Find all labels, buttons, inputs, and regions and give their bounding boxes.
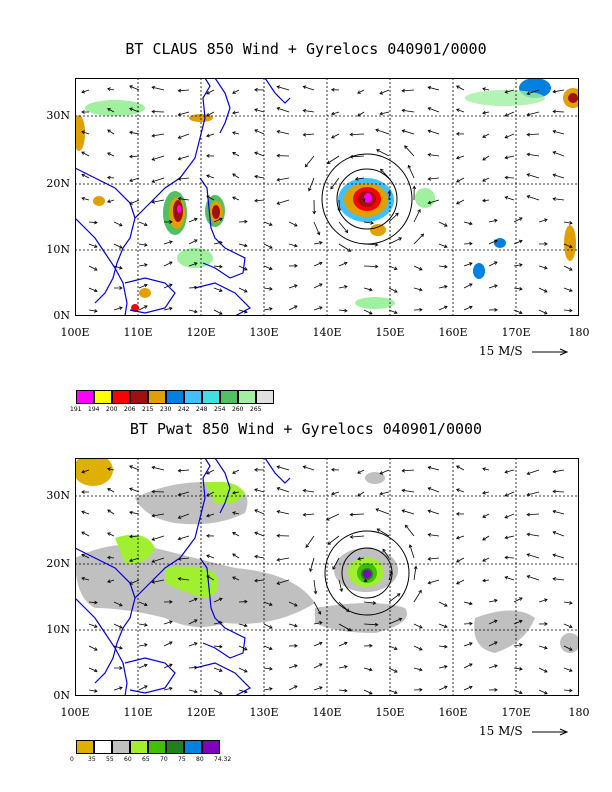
lon-label: 120E — [186, 326, 216, 339]
colorbar-label: 248 — [196, 406, 208, 413]
colorbar-label: 215 — [142, 406, 154, 413]
lon-label: 140E — [312, 706, 342, 719]
colorbar-swatch — [256, 390, 274, 404]
reference-arrow-icon — [532, 728, 569, 736]
lon-label: 170E — [501, 706, 531, 719]
lat-label: 20N — [46, 177, 70, 190]
colorbar-label: 191 — [70, 406, 82, 413]
lat-label: 10N — [46, 243, 70, 256]
colorbar-swatch — [202, 390, 220, 404]
lon-label: 150E — [375, 326, 405, 339]
lat-label: 0N — [53, 309, 70, 322]
colorbar-label: 260 — [232, 406, 244, 413]
colorbar-label: 265 — [250, 406, 262, 413]
colorbar-label: 74.32 — [214, 756, 232, 763]
colorbar-swatch — [112, 740, 130, 754]
colorbar-label: 35 — [88, 756, 96, 763]
colorbar-swatch — [148, 740, 166, 754]
lon-label: 160E — [438, 326, 468, 339]
colorbar-swatch — [166, 390, 184, 404]
colorbar-swatch — [148, 390, 166, 404]
map-frame — [75, 78, 579, 316]
colorbar-swatch — [166, 740, 184, 754]
colorbar-swatch — [94, 390, 112, 404]
colorbar-label: 60 — [124, 756, 132, 763]
pwat-shading — [75, 458, 579, 653]
lat-label: 20N — [46, 557, 70, 570]
panel2-title: BT Pwat 850 Wind + Gyrelocs 040901/0000 — [129, 420, 483, 438]
colorbar-swatch — [202, 740, 220, 754]
wind-vectors — [81, 85, 573, 315]
reference-vector-label: 15 M/S — [479, 344, 523, 358]
colorbar-label: 80 — [196, 756, 204, 763]
lon-label: 120E — [186, 706, 216, 719]
lat-label: 30N — [46, 489, 70, 502]
lon-label: 180 — [568, 706, 590, 719]
claus-colorbar — [76, 390, 274, 404]
lon-label: 150E — [375, 706, 405, 719]
grid-lines — [75, 78, 579, 316]
colorbar-label: 75 — [178, 756, 186, 763]
map-frame — [75, 458, 579, 696]
lon-label: 130E — [249, 326, 279, 339]
lon-label: 180 — [568, 326, 590, 339]
lon-label: 110E — [123, 706, 153, 719]
colorbar-swatch — [112, 390, 130, 404]
pwat-colorbar — [76, 740, 220, 754]
colorbar-label: 65 — [142, 756, 150, 763]
colorbar-label: 55 — [106, 756, 114, 763]
colorbar-label: 206 — [124, 406, 136, 413]
colorbar-swatch — [94, 740, 112, 754]
grid-lines — [75, 458, 579, 696]
lat-label: 10N — [46, 623, 70, 636]
panel1-title: BT CLAUS 850 Wind + Gyrelocs 040901/0000 — [125, 40, 487, 58]
wind-vectors — [81, 465, 573, 695]
colorbar-swatch — [184, 740, 202, 754]
lon-label: 170E — [501, 326, 531, 339]
lat-label: 0N — [53, 689, 70, 702]
colorbar-swatch — [220, 390, 238, 404]
colorbar-label: 194 — [88, 406, 100, 413]
colorbar-label: 230 — [160, 406, 172, 413]
claus-map — [75, 78, 579, 316]
colorbar-label: 0 — [70, 756, 74, 763]
coastline — [75, 458, 291, 696]
colorbar-swatch — [238, 390, 256, 404]
colorbar-swatch — [76, 740, 94, 754]
lon-label: 130E — [249, 706, 279, 719]
colorbar-swatch — [130, 740, 148, 754]
lon-label: 110E — [123, 326, 153, 339]
colorbar-label: 200 — [106, 406, 118, 413]
colorbar-label: 254 — [214, 406, 226, 413]
pwat-map — [75, 458, 579, 696]
lat-label: 30N — [46, 109, 70, 122]
colorbar-swatch — [130, 390, 148, 404]
colorbar-label: 242 — [178, 406, 190, 413]
lon-label: 100E — [60, 326, 90, 339]
colorbar-label: 70 — [160, 756, 168, 763]
lon-label: 160E — [438, 706, 468, 719]
reference-vector-label: 15 M/S — [479, 724, 523, 738]
colorbar-swatch — [184, 390, 202, 404]
reference-arrow-icon — [532, 348, 569, 356]
lon-label: 140E — [312, 326, 342, 339]
lon-label: 100E — [60, 706, 90, 719]
colorbar-swatch — [76, 390, 94, 404]
